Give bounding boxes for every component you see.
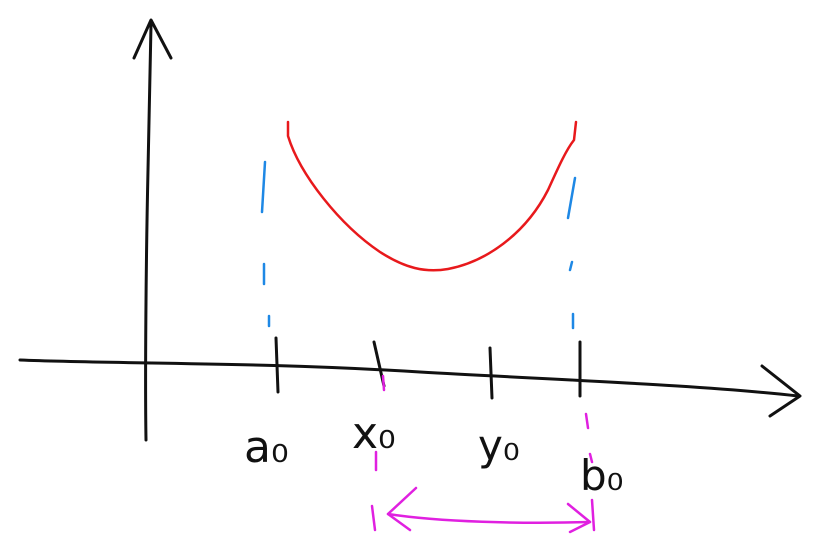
guide-right	[566, 176, 577, 330]
interval-markers	[370, 374, 596, 532]
tick-a0	[274, 336, 280, 394]
svg-text:b₀: b₀	[580, 451, 624, 500]
label-a0: a₀	[244, 422, 289, 473]
interval-arrow	[386, 486, 592, 534]
svg-text:y₀: y₀	[478, 421, 520, 470]
label-y0: y₀	[478, 421, 520, 470]
label-b0: b₀	[580, 451, 624, 500]
y-axis-arrowhead	[132, 18, 173, 60]
label-x0: x₀	[352, 408, 396, 459]
svg-text:x₀: x₀	[352, 408, 396, 459]
guide-left	[260, 160, 271, 328]
svg-text:a₀: a₀	[244, 422, 289, 473]
tick-y0	[488, 346, 494, 400]
x-axis	[18, 358, 800, 398]
convex-curve	[286, 120, 578, 272]
y-axis	[144, 23, 153, 442]
x-axis-arrowhead	[760, 364, 802, 418]
